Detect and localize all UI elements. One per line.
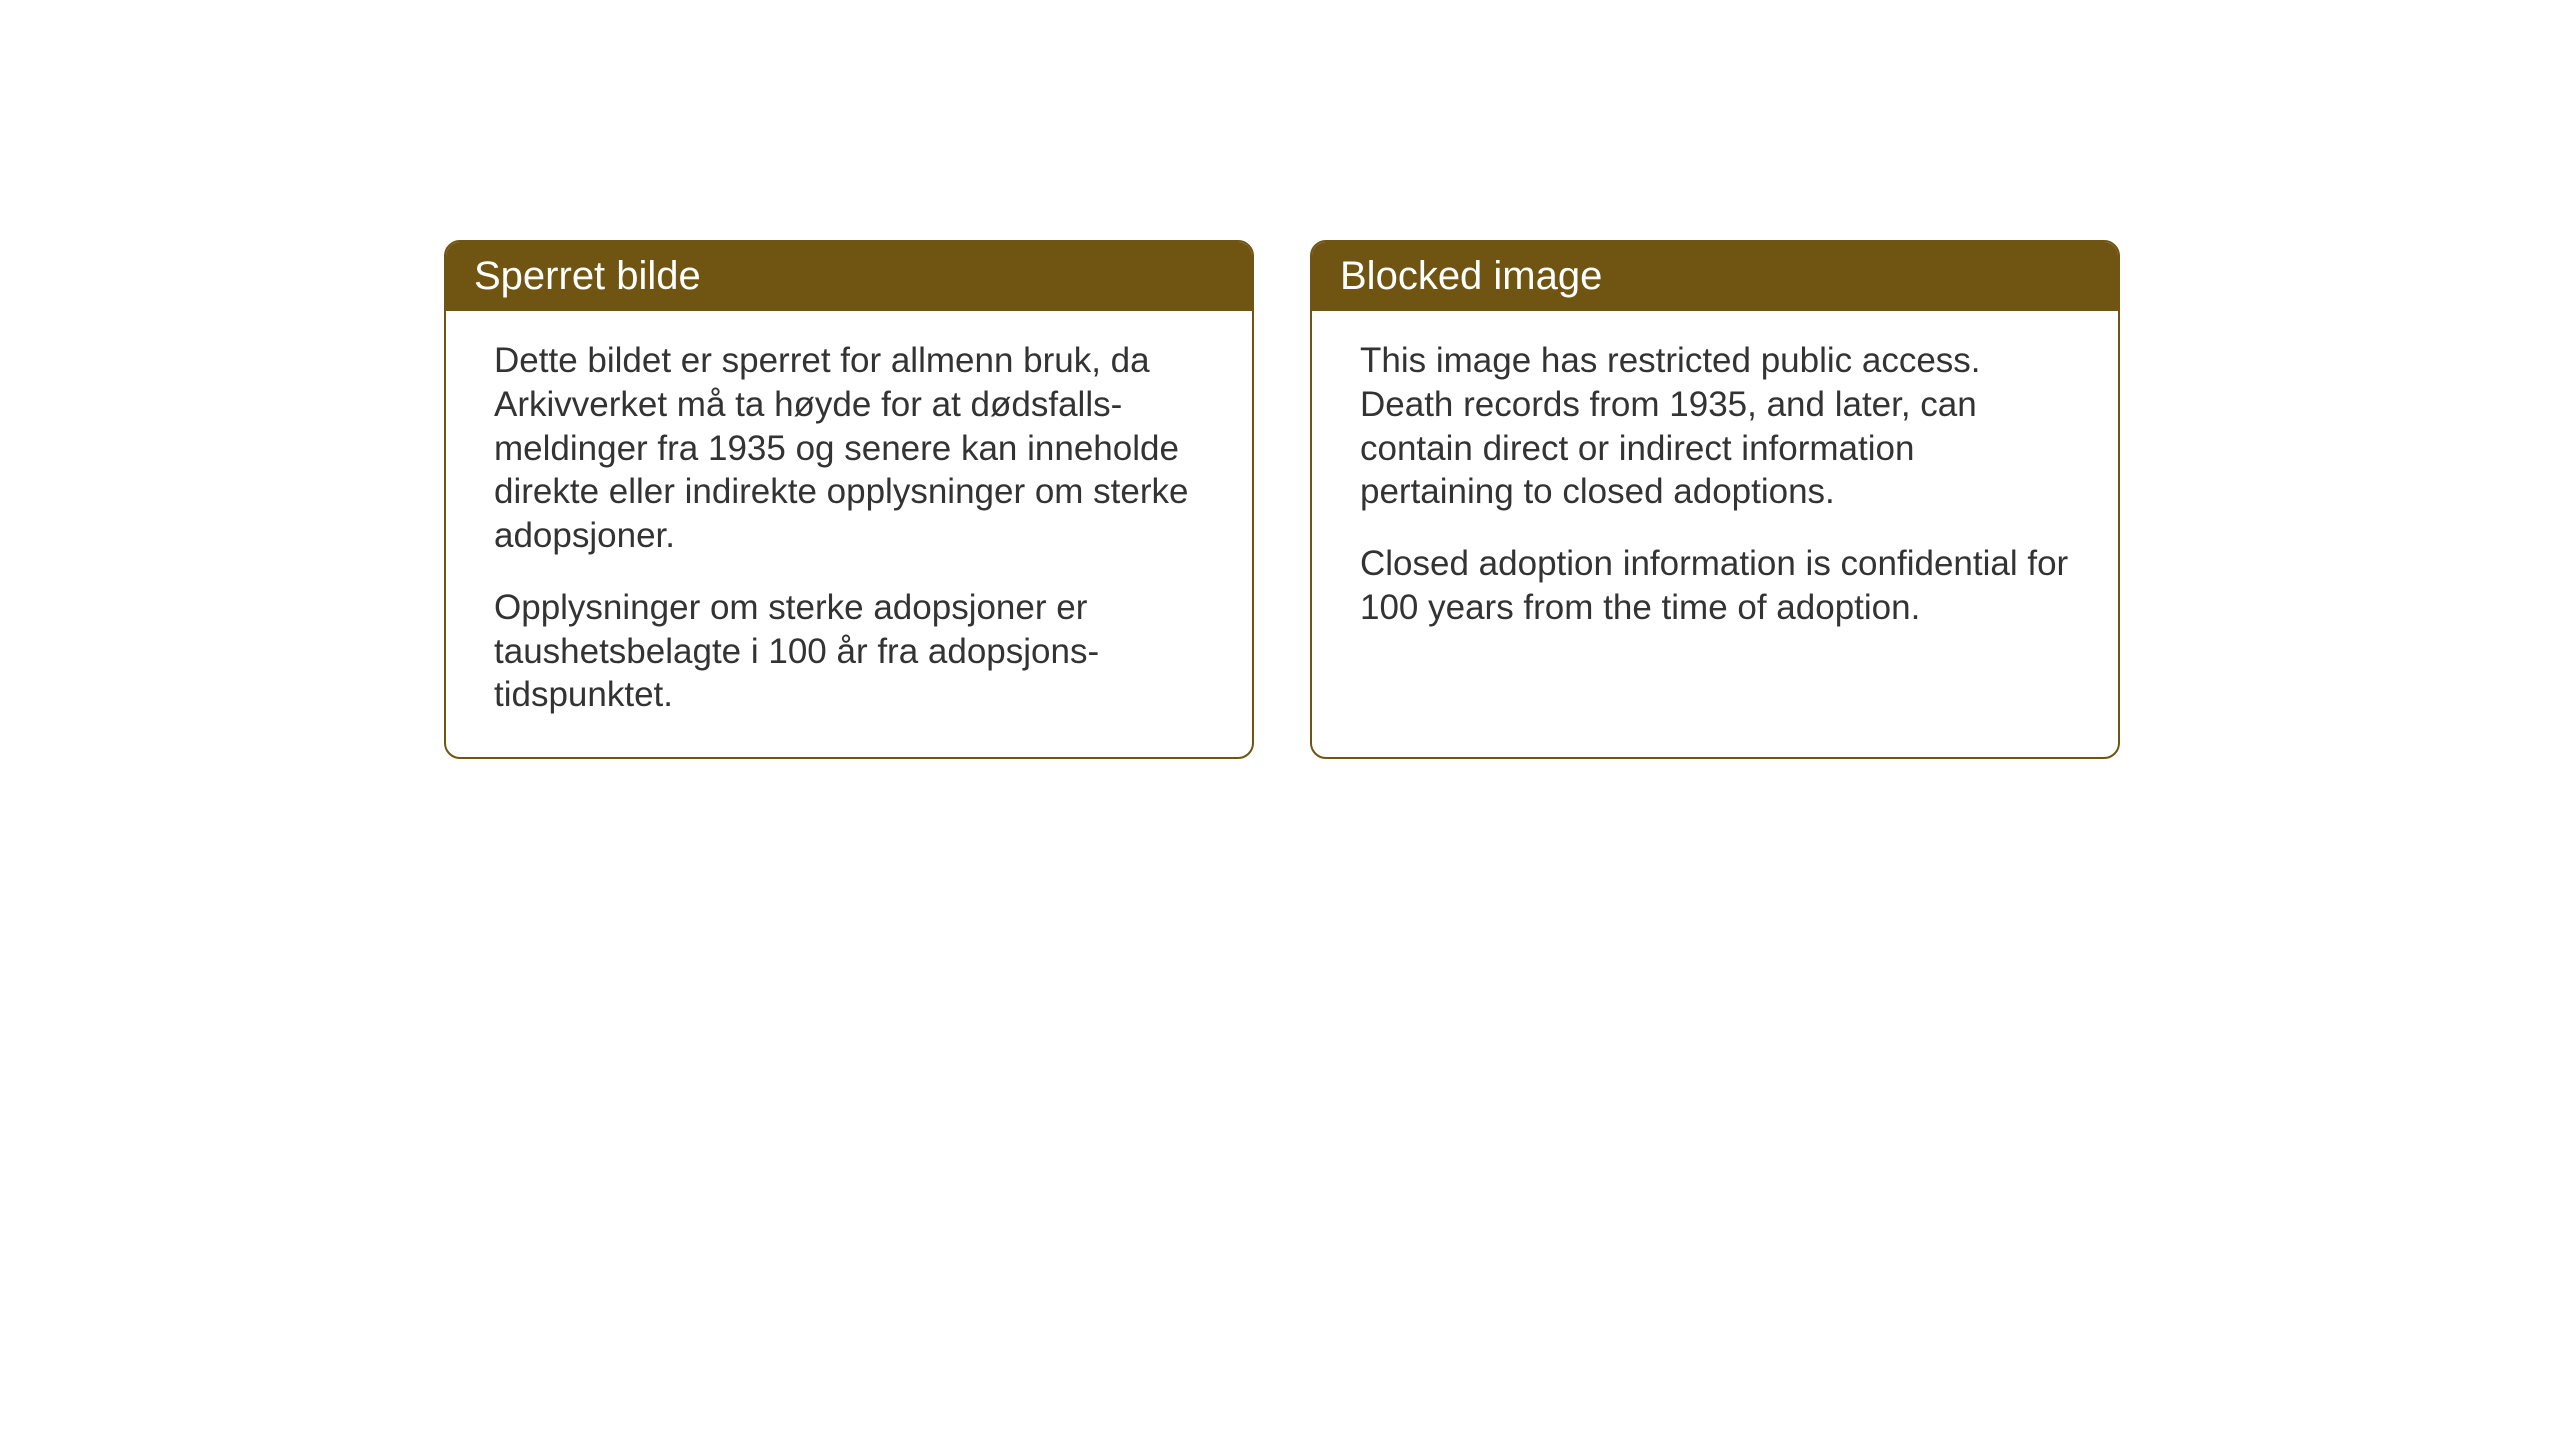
card-norwegian-paragraph-2: Opplysninger om sterke adopsjoner er tau…: [494, 586, 1204, 717]
card-english-paragraph-1: This image has restricted public access.…: [1360, 339, 2070, 514]
card-norwegian: Sperret bilde Dette bildet er sperret fo…: [444, 240, 1254, 759]
card-norwegian-paragraph-1: Dette bildet er sperret for allmenn bruk…: [494, 339, 1204, 558]
card-english-header: Blocked image: [1312, 242, 2118, 311]
cards-container: Sperret bilde Dette bildet er sperret fo…: [444, 240, 2120, 759]
card-english-body: This image has restricted public access.…: [1312, 311, 2118, 670]
card-norwegian-title: Sperret bilde: [474, 254, 701, 298]
card-english: Blocked image This image has restricted …: [1310, 240, 2120, 759]
card-english-paragraph-2: Closed adoption information is confident…: [1360, 542, 2070, 630]
card-norwegian-header: Sperret bilde: [446, 242, 1252, 311]
card-english-title: Blocked image: [1340, 254, 1602, 298]
card-norwegian-body: Dette bildet er sperret for allmenn bruk…: [446, 311, 1252, 757]
